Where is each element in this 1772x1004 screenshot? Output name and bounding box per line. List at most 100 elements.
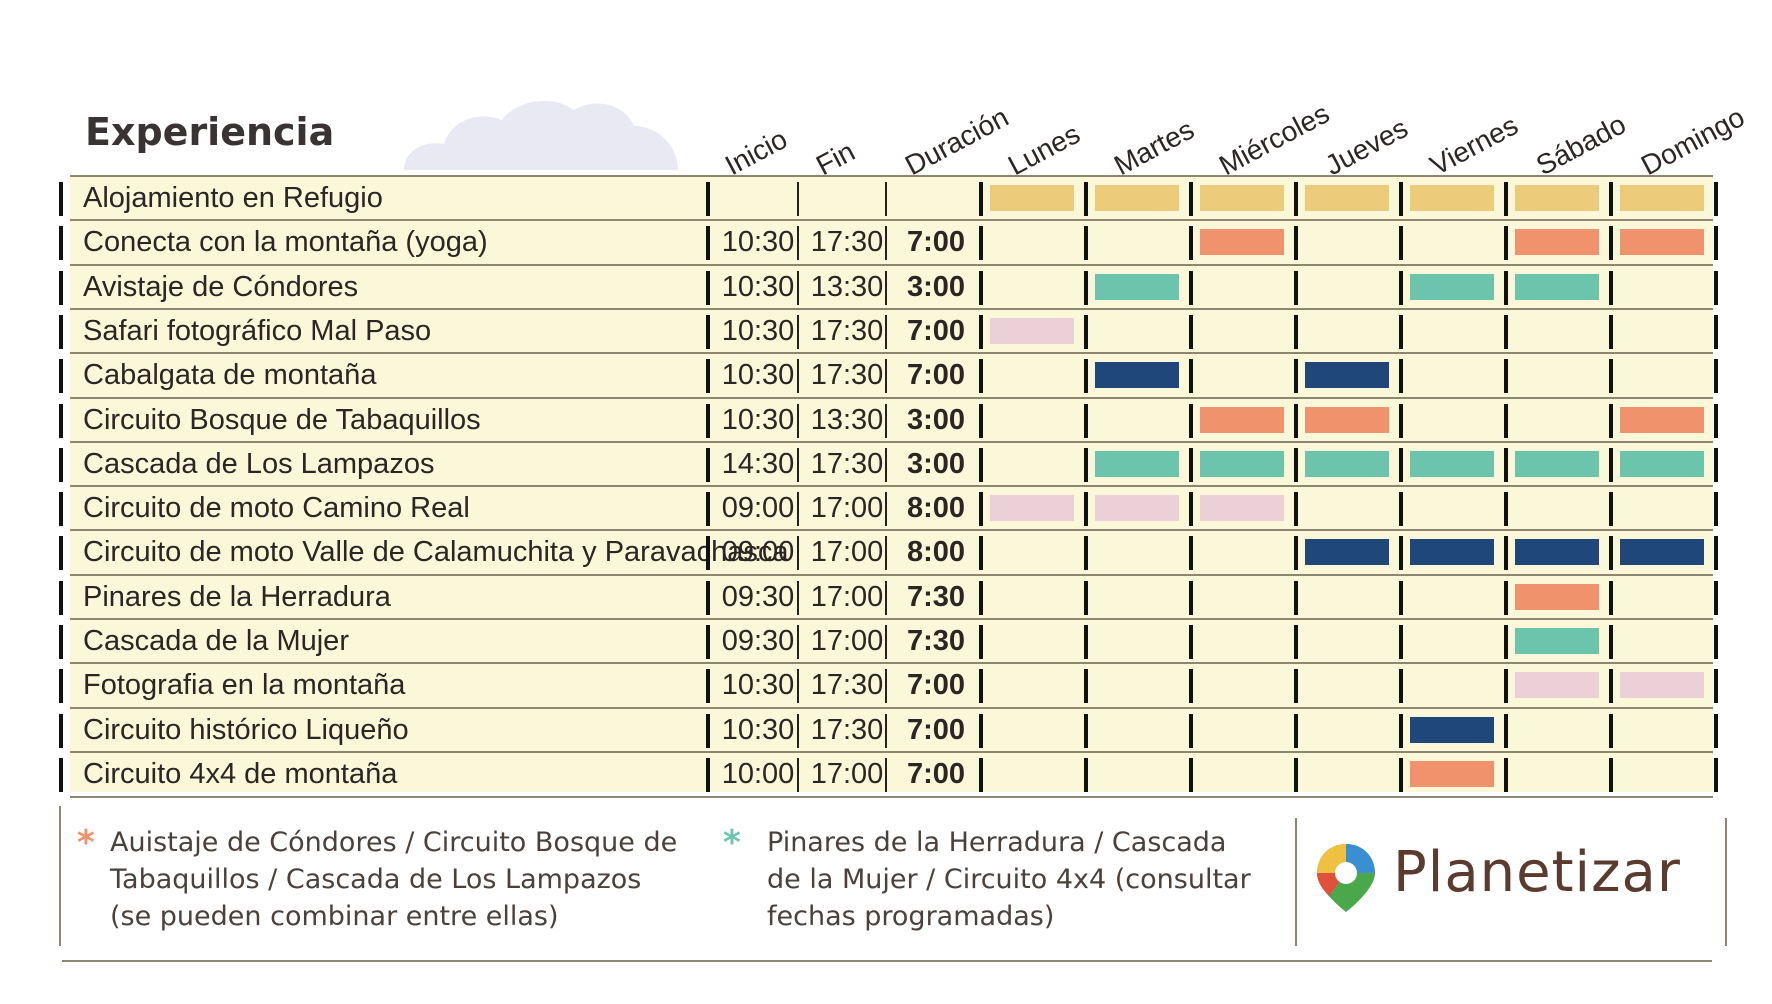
column-header: Inicio	[719, 123, 793, 182]
day-separator	[1294, 404, 1298, 438]
column-separator	[797, 226, 799, 260]
day-slot-orange	[1200, 407, 1284, 433]
table-row: Conecta con la montaña (yoga) 10:30 17:30 7…	[0, 220, 1772, 264]
day-separator	[1084, 536, 1088, 570]
column-separator	[885, 359, 887, 393]
day-separator	[1084, 581, 1088, 615]
day-separator	[1084, 714, 1088, 748]
end-time: 17:30	[810, 315, 884, 347]
table-row: Cascada de Los Lampazos 14:30 17:30 3:00	[0, 442, 1772, 486]
day-separator	[979, 625, 983, 659]
duration: 7:00	[906, 226, 966, 258]
day-separator	[1084, 758, 1088, 792]
day-separator	[1714, 404, 1718, 438]
footer-divider	[1725, 818, 1727, 946]
day-separator	[1084, 404, 1088, 438]
column-separator	[885, 404, 887, 438]
table-row: Cascada de la Mujer 09:30 17:00 7:30	[0, 619, 1772, 663]
day-separator	[1399, 758, 1403, 792]
row-marker	[59, 581, 63, 615]
start-time: 10:30	[721, 714, 795, 746]
day-separator	[1609, 536, 1613, 570]
experience-name: Circuito histórico Liqueño	[83, 714, 409, 746]
row-marker	[59, 714, 63, 748]
row-marker	[59, 536, 63, 570]
row-divider	[70, 264, 1713, 266]
day-separator	[1084, 271, 1088, 305]
column-separator	[797, 669, 799, 703]
start-time: 10:30	[721, 404, 795, 436]
column-separator	[706, 448, 710, 482]
column-separator	[706, 625, 710, 659]
table-row: Circuito Bosque de Tabaquillos 10:30 13:30…	[0, 398, 1772, 442]
day-slot-yellow	[1095, 185, 1179, 211]
day-header: Lunes	[1002, 117, 1085, 182]
row-divider	[70, 352, 1713, 354]
day-separator	[1504, 669, 1508, 703]
day-separator	[1189, 182, 1193, 216]
day-separator	[1714, 359, 1718, 393]
day-separator	[1084, 315, 1088, 349]
day-separator	[1609, 448, 1613, 482]
day-slot-navy	[1620, 539, 1704, 565]
start-time: 09:30	[721, 625, 795, 657]
end-time: 17:00	[810, 492, 884, 524]
row-divider	[70, 485, 1713, 487]
day-slot-navy	[1515, 539, 1599, 565]
experience-name: Pinares de la Herradura	[83, 581, 391, 613]
day-separator	[1294, 492, 1298, 526]
day-separator	[1504, 714, 1508, 748]
duration: 8:00	[906, 492, 966, 524]
day-slot-yellow	[1515, 185, 1599, 211]
day-separator	[1609, 758, 1613, 792]
end-time: 17:00	[810, 536, 884, 568]
column-separator	[797, 448, 799, 482]
day-separator	[1189, 758, 1193, 792]
day-separator	[1189, 226, 1193, 260]
day-separator	[1504, 271, 1508, 305]
row-marker	[59, 226, 63, 260]
day-slot-navy	[1095, 362, 1179, 388]
day-separator	[1609, 714, 1613, 748]
day-header: Viernes	[1424, 109, 1523, 182]
column-separator	[797, 758, 799, 792]
start-time: 10:30	[721, 226, 795, 258]
end-time: 17:00	[810, 758, 884, 790]
column-separator	[706, 758, 710, 792]
location-pin-icon	[1317, 844, 1375, 912]
row-divider	[70, 707, 1713, 709]
row-divider	[70, 529, 1713, 531]
end-time: 17:30	[810, 226, 884, 258]
orange-asterisk-icon: *	[77, 823, 95, 863]
day-slot-teal	[1095, 274, 1179, 300]
start-time: 09:30	[721, 581, 795, 613]
day-slot-teal	[1515, 274, 1599, 300]
day-separator	[1189, 271, 1193, 305]
column-separator	[885, 714, 887, 748]
day-separator	[1084, 182, 1088, 216]
day-separator	[1294, 448, 1298, 482]
column-separator	[706, 271, 710, 305]
footer-bottom-rule	[62, 960, 1712, 962]
column-separator	[797, 581, 799, 615]
footer-divider	[59, 806, 61, 946]
column-separator	[885, 226, 887, 260]
day-separator	[1294, 271, 1298, 305]
column-separator	[885, 271, 887, 305]
row-marker	[59, 359, 63, 393]
table-row: Pinares de la Herradura 09:30 17:00 7:30	[0, 575, 1772, 619]
day-separator	[1504, 581, 1508, 615]
day-slot-orange	[1620, 407, 1704, 433]
day-separator	[1399, 669, 1403, 703]
column-separator	[797, 271, 799, 305]
day-slot-pink	[1515, 672, 1599, 698]
table-row: Avistaje de Cóndores 10:30 13:30 3:00	[0, 265, 1772, 309]
day-separator	[1714, 536, 1718, 570]
day-separator	[1504, 359, 1508, 393]
day-slot-yellow	[1620, 185, 1704, 211]
duration: 7:00	[906, 669, 966, 701]
day-separator	[979, 315, 983, 349]
day-separator	[1504, 536, 1508, 570]
duration: 7:00	[906, 714, 966, 746]
